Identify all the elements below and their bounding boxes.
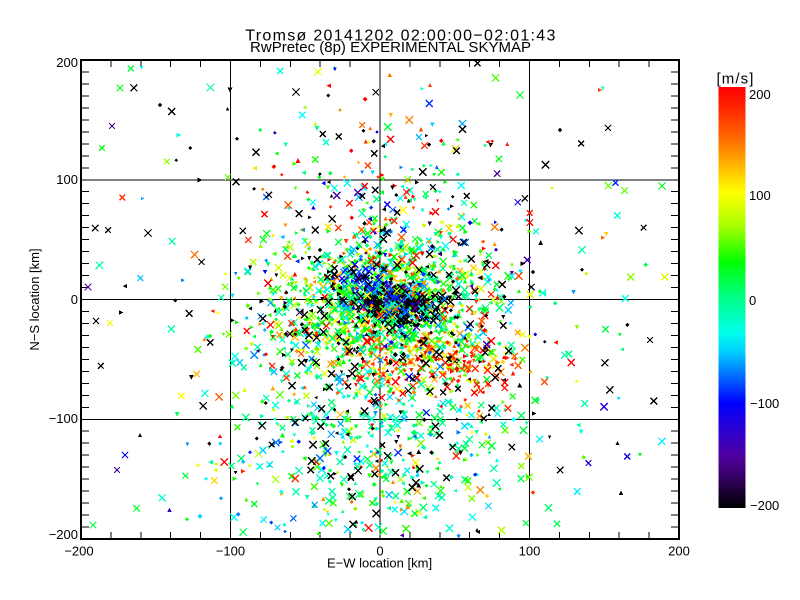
svg-text:200: 200	[668, 544, 690, 559]
svg-text:E−W location [km]: E−W location [km]	[327, 556, 432, 571]
svg-text:−200: −200	[750, 498, 779, 513]
svg-text:100: 100	[749, 188, 771, 203]
svg-text:N−S location [km]: N−S location [km]	[27, 248, 42, 350]
svg-text:0: 0	[376, 544, 383, 559]
svg-text:−200: −200	[49, 527, 78, 542]
svg-text:100: 100	[519, 544, 541, 559]
svg-text:[m/s]: [m/s]	[717, 71, 755, 88]
svg-text:RwPretec (8p) EXPERIMENTAL SKY: RwPretec (8p) EXPERIMENTAL SKYMAP	[250, 39, 531, 56]
svg-text:0: 0	[749, 293, 756, 308]
svg-text:−100: −100	[750, 396, 779, 411]
svg-text:200: 200	[56, 55, 78, 70]
svg-text:200: 200	[749, 87, 771, 102]
svg-text:100: 100	[56, 172, 78, 187]
svg-text:−100: −100	[49, 411, 78, 426]
svg-text:0: 0	[71, 292, 78, 307]
svg-text:−200: −200	[64, 544, 93, 559]
svg-text:Tromsø 20141202 02:00:00−02:01: Tromsø 20141202 02:00:00−02:01:43	[245, 28, 556, 45]
svg-text:−100: −100	[216, 544, 245, 559]
